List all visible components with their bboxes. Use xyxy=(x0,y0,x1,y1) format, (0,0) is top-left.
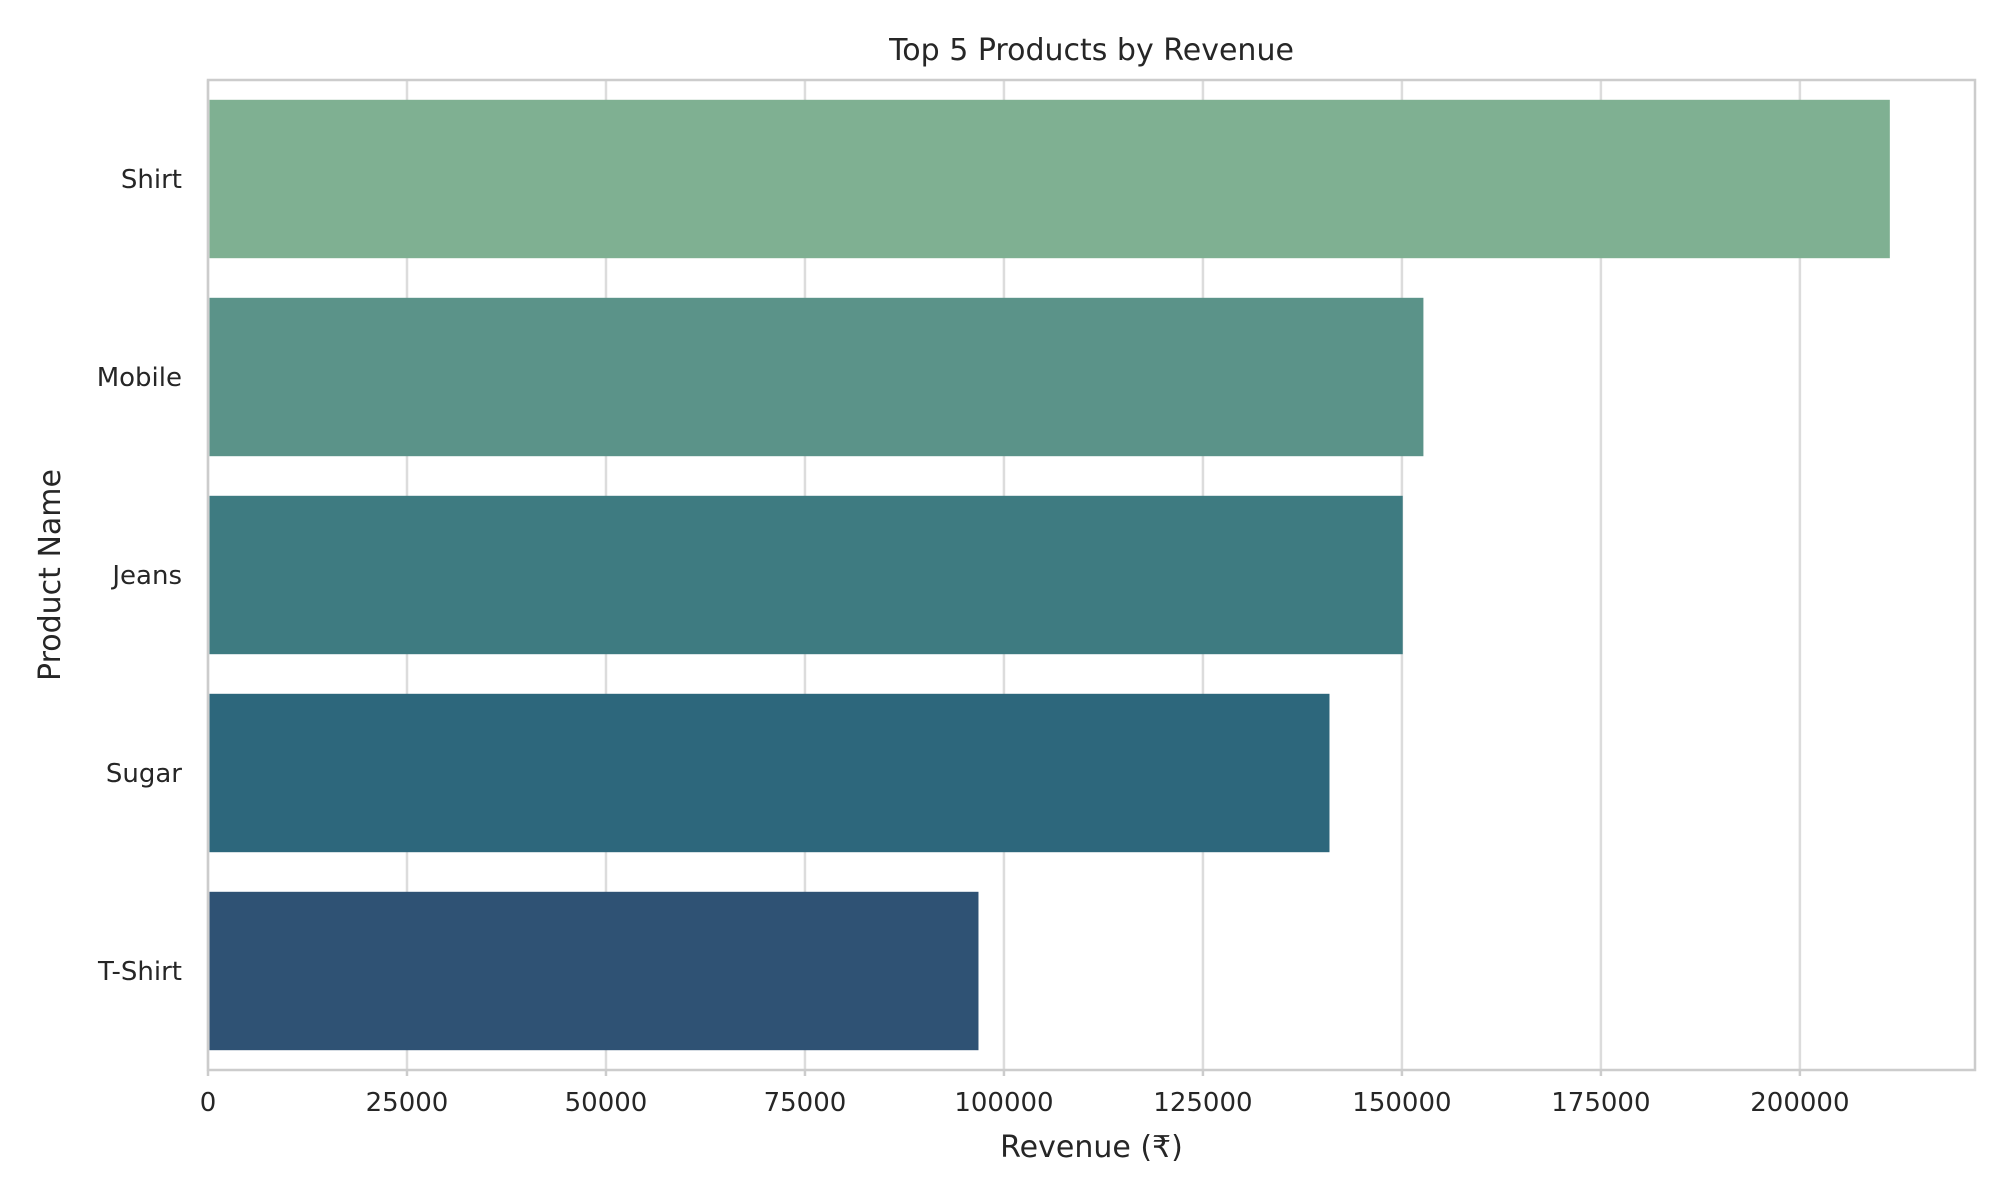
x-tick-label: 175000 xyxy=(1551,1088,1650,1118)
x-tick-label: 25000 xyxy=(366,1088,449,1118)
y-tick-label: Mobile xyxy=(97,363,182,393)
x-axis-label: Revenue (₹) xyxy=(1000,1130,1183,1165)
y-tick-label: Sugar xyxy=(106,759,182,789)
bar xyxy=(209,297,1424,457)
bar xyxy=(209,99,1890,259)
bar xyxy=(209,693,1330,853)
bars xyxy=(209,99,1890,1051)
bar xyxy=(209,495,1403,655)
y-axis-label: Product Name xyxy=(33,469,68,681)
x-tick-label: 50000 xyxy=(565,1088,648,1118)
chart-title: Top 5 Products by Revenue xyxy=(888,33,1294,68)
x-tick-label: 200000 xyxy=(1750,1088,1849,1118)
x-tick-label: 150000 xyxy=(1352,1088,1451,1118)
x-tick-label: 125000 xyxy=(1153,1088,1252,1118)
y-tick-label: Jeans xyxy=(110,561,182,591)
y-tick-labels: Shirt Mobile Jeans Sugar T-Shirt xyxy=(97,165,183,987)
plot-frame xyxy=(206,78,1977,1072)
x-ticks: 0 25000 50000 75000 100000 125000 150000 175000… xyxy=(200,1070,1850,1118)
y-tick-label: Shirt xyxy=(121,165,182,195)
x-tick-label: 0 xyxy=(200,1088,217,1118)
bar xyxy=(209,891,979,1051)
x-tick-label: 75000 xyxy=(764,1088,847,1118)
y-tick-label: T-Shirt xyxy=(97,957,182,987)
x-tick-label: 100000 xyxy=(954,1088,1053,1118)
